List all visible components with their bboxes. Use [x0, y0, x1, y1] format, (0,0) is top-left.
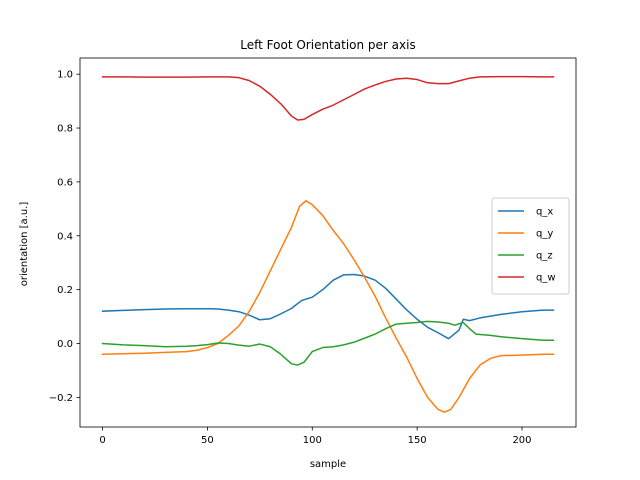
series-line-q_z: [101, 320, 555, 366]
series-group: [101, 75, 555, 413]
legend-label: q_x: [536, 207, 553, 218]
y-axis: −0.2 0.0 0.2 0.4 0.6 0.8 1.0: [49, 70, 80, 404]
legend: q_x q_y q_z q_w: [491, 197, 570, 295]
x-axis: 0 50 100 150 200: [99, 427, 532, 446]
x-tick-label: 0: [99, 435, 105, 446]
legend-label: q_w: [536, 273, 556, 284]
chart-title: Left Foot Orientation per axis: [240, 38, 415, 52]
x-tick-label: 150: [408, 435, 427, 446]
y-tick-label: −0.2: [49, 393, 73, 404]
x-axis-label: sample: [310, 459, 346, 470]
y-tick-label: 1.0: [57, 70, 73, 81]
y-tick-label: 0.0: [57, 339, 73, 350]
axes-frame: [79, 57, 577, 428]
y-tick-label: 0.2: [57, 285, 73, 296]
plot-frame: [79, 57, 577, 428]
y-tick-label: 0.6: [57, 177, 73, 188]
legend-box: [491, 197, 570, 295]
y-tick-label: 0.4: [57, 231, 73, 242]
legend-label: q_z: [536, 251, 553, 262]
y-axis-label: orientation [a.u.]: [19, 202, 30, 287]
x-tick-label: 50: [201, 435, 214, 446]
legend-label: q_y: [536, 229, 553, 240]
x-tick-label: 100: [303, 435, 322, 446]
series-line-q_y: [101, 200, 555, 413]
y-tick-label: 0.8: [57, 124, 73, 135]
x-tick-label: 200: [512, 435, 531, 446]
series-line-q_w: [101, 75, 555, 121]
series-line-q_x: [101, 273, 555, 340]
